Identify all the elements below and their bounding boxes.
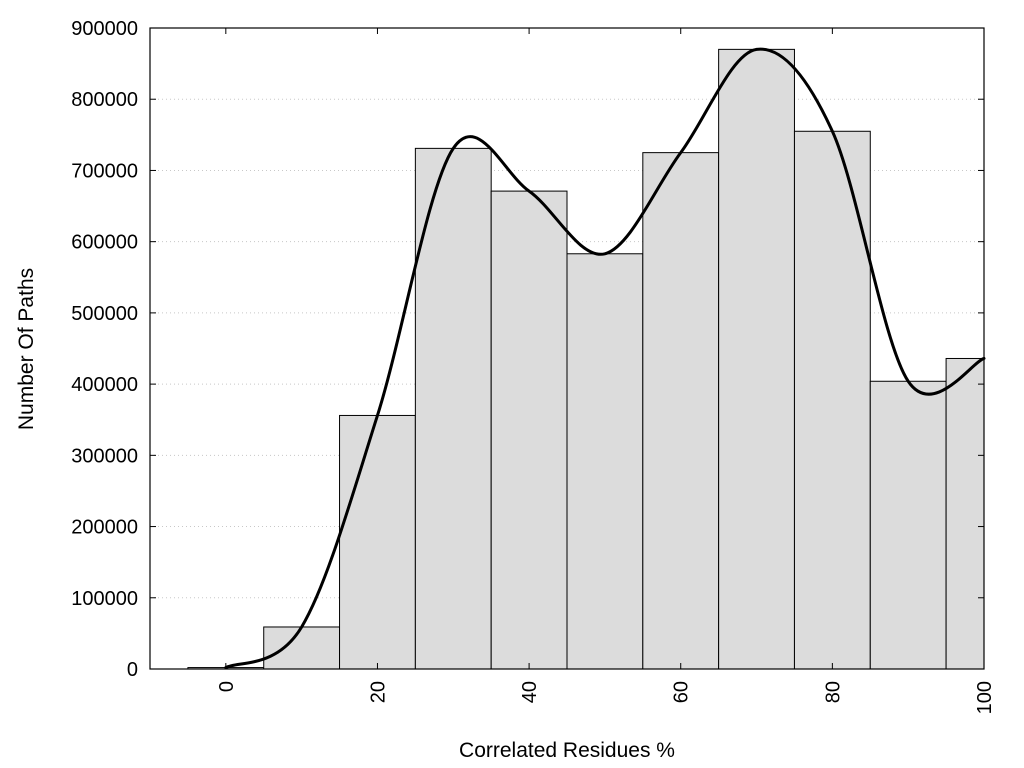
x-tick-label: 0: [216, 681, 238, 692]
y-tick-label: 200000: [71, 517, 138, 539]
trend-curve: [224, 47, 986, 670]
histogram-bar: [566, 253, 644, 670]
y-tick-label: 900000: [71, 18, 138, 40]
histogram-bar: [718, 48, 795, 670]
x-axis-ticks: 0 20 40 60 80 100: [216, 28, 996, 714]
histogram-bar: [869, 380, 947, 670]
x-tick-label: 60: [671, 681, 693, 703]
y-tick-label: 100000: [71, 588, 138, 610]
y-tick-label: 600000: [71, 232, 138, 254]
histogram-bar: [414, 147, 492, 670]
y-axis-label: Number Of Paths: [15, 268, 38, 430]
y-tick-label: 400000: [71, 374, 138, 396]
x-tick-label: 40: [519, 681, 541, 703]
y-tick-label: 500000: [71, 303, 138, 325]
x-tick-label: 80: [822, 681, 844, 703]
histogram-bar: [263, 626, 341, 670]
plot-frame: [149, 27, 985, 670]
bars: [187, 48, 985, 670]
histogram-bar: [642, 152, 720, 670]
y-tick-label: 0: [127, 659, 138, 681]
x-axis-label: Correlated Residues %: [459, 739, 675, 762]
histogram-bar: [945, 357, 985, 670]
y-axis-ticks: 0 100000 200000 300000 400000 500000 600000 700…: [71, 18, 984, 681]
histogram-bar: [339, 414, 416, 670]
x-tick-label: 20: [367, 681, 389, 703]
x-tick-label: 100: [974, 681, 996, 714]
histogram-bar: [490, 190, 568, 670]
y-tick-label: 800000: [71, 89, 138, 111]
y-tick-label: 300000: [71, 445, 138, 467]
smoothed-curve: [224, 47, 986, 670]
y-tick-label: 700000: [71, 160, 138, 182]
